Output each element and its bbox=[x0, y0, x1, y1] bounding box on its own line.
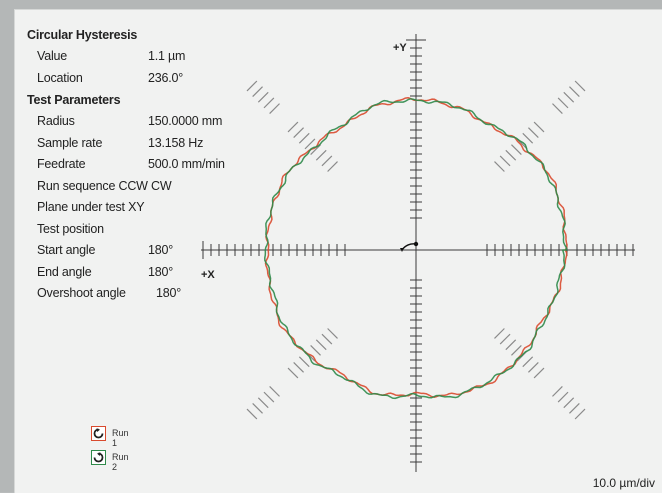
diagonal-tick bbox=[252, 86, 263, 97]
diagonal-tick bbox=[263, 391, 275, 403]
ccw-arrow-icon bbox=[91, 426, 106, 441]
feedrate-value: 500.0 mm/min bbox=[148, 157, 225, 171]
diagonal-tick bbox=[533, 367, 545, 379]
diagonal-tick bbox=[287, 121, 299, 133]
diagonal-tick bbox=[315, 149, 327, 161]
diagonal-tick bbox=[569, 86, 580, 97]
diagonal-tick bbox=[552, 386, 563, 397]
axes bbox=[201, 34, 635, 472]
diagonal-tick bbox=[293, 127, 304, 138]
value-label: Value bbox=[37, 49, 68, 63]
end-angle-row: End angle 180° bbox=[27, 262, 257, 284]
feedrate-label: Feedrate bbox=[37, 157, 86, 171]
test-position-row: Test position bbox=[27, 219, 257, 241]
diagonal-tick bbox=[269, 103, 280, 114]
diagonal-tick bbox=[528, 362, 539, 373]
end-angle-label: End angle bbox=[37, 264, 92, 279]
circular-hysteresis-heading: Circular Hysteresis bbox=[27, 28, 138, 42]
diagonal-tick bbox=[528, 127, 539, 138]
angle-arc bbox=[401, 243, 417, 251]
sample-rate-label: Sample rate bbox=[37, 135, 103, 150]
test-position-text: Test position bbox=[37, 221, 104, 236]
y-axis-label: +Y bbox=[393, 42, 407, 54]
location-value: 236.0° bbox=[148, 70, 184, 85]
diagonal-tick bbox=[522, 356, 534, 368]
start-angle-label: Start angle bbox=[37, 243, 96, 257]
sample-rate-value: 13.158 Hz bbox=[148, 135, 204, 150]
scale-label: 10.0 µm/div bbox=[592, 476, 655, 490]
diagonal-tick bbox=[257, 91, 269, 103]
value-row: Value 1.1 µm bbox=[27, 46, 257, 68]
diagonal-tick bbox=[511, 144, 522, 155]
sample-rate-row: Sample rate 13.158 Hz bbox=[27, 133, 257, 155]
location-row: Location 236.0° bbox=[27, 68, 257, 90]
diagonal-tick bbox=[569, 403, 580, 414]
diagonal-tick bbox=[327, 328, 338, 339]
diagonal-ticks bbox=[246, 80, 586, 420]
diagonal-tick bbox=[563, 397, 575, 409]
diagonal-tick bbox=[494, 161, 505, 172]
diagonal-tick bbox=[494, 328, 505, 339]
diagonal-tick bbox=[287, 367, 299, 379]
diagonal-tick bbox=[246, 408, 258, 420]
diagonal-tick bbox=[505, 149, 517, 161]
diagonal-tick bbox=[533, 121, 545, 133]
overshoot-label: Overshoot angle bbox=[37, 286, 126, 300]
location-label: Location bbox=[37, 70, 83, 85]
x-axis-label: +X bbox=[201, 269, 215, 281]
plane-row: Plane under test XY bbox=[27, 197, 257, 219]
diagonal-tick bbox=[321, 155, 333, 167]
diagonal-tick bbox=[304, 138, 316, 150]
diagonal-tick bbox=[557, 391, 569, 403]
diagonal-tick bbox=[298, 132, 310, 144]
diagonal-tick bbox=[321, 333, 333, 345]
traces bbox=[264, 96, 568, 400]
diagonal-tick bbox=[574, 80, 586, 92]
trace-run-1 bbox=[264, 96, 568, 398]
cw-arrow-icon bbox=[91, 450, 106, 465]
radius-value: 150.0000 mm bbox=[148, 114, 223, 128]
trace-run-2 bbox=[264, 98, 568, 400]
angle-arrowhead bbox=[400, 248, 404, 252]
polar-plot: +Y +X bbox=[201, 34, 635, 472]
run-sequence-text: Run sequence CCW CW bbox=[37, 178, 172, 193]
diagonal-tick bbox=[257, 397, 269, 409]
value-value: 1.1 µm bbox=[148, 49, 186, 63]
end-angle-value: 180° bbox=[148, 264, 174, 279]
diagonal-tick bbox=[310, 345, 321, 356]
diagonal-tick bbox=[563, 91, 575, 103]
diagonal-tick bbox=[298, 356, 310, 368]
diagonal-tick bbox=[552, 103, 563, 114]
diagonal-tick bbox=[511, 345, 522, 356]
overshoot-row: Overshoot angle 180° bbox=[27, 283, 257, 305]
radius-label: Radius bbox=[37, 114, 75, 128]
diagonal-tick bbox=[269, 386, 280, 397]
diagonal-tick bbox=[252, 403, 263, 414]
origin-dot bbox=[413, 241, 419, 247]
overshoot-value: 180° bbox=[156, 286, 182, 300]
plot-panel: Circular Hysteresis Value 1.1 µm Locatio… bbox=[14, 9, 662, 493]
diagonal-tick bbox=[263, 97, 275, 109]
diagonal-tick bbox=[522, 132, 534, 144]
diagonal-tick bbox=[246, 80, 258, 92]
parameters-panel: Circular Hysteresis Value 1.1 µm Locatio… bbox=[27, 24, 257, 305]
diagonal-tick bbox=[574, 408, 586, 420]
diagonal-tick bbox=[557, 97, 569, 109]
legend-run2-label: Run 2 bbox=[112, 452, 129, 472]
diagonal-tick bbox=[499, 333, 511, 345]
diagonal-tick bbox=[327, 161, 338, 172]
legend-run1-label: Run 1 bbox=[112, 428, 129, 448]
test-parameters-heading: Test Parameters bbox=[27, 93, 121, 107]
diagonal-tick bbox=[293, 362, 304, 373]
radius-row: Radius 150.0000 mm bbox=[27, 111, 257, 133]
diagonal-tick bbox=[315, 339, 327, 351]
start-angle-value: 180° bbox=[148, 243, 174, 257]
run-sequence-row: Run sequence CCW CW bbox=[27, 176, 257, 198]
plane-text: Plane under test XY bbox=[37, 200, 145, 214]
feedrate-row: Feedrate 500.0 mm/min bbox=[27, 154, 257, 176]
diagonal-tick bbox=[505, 339, 517, 351]
diagonal-tick bbox=[499, 155, 511, 167]
start-angle-row: Start angle 180° bbox=[27, 240, 257, 262]
